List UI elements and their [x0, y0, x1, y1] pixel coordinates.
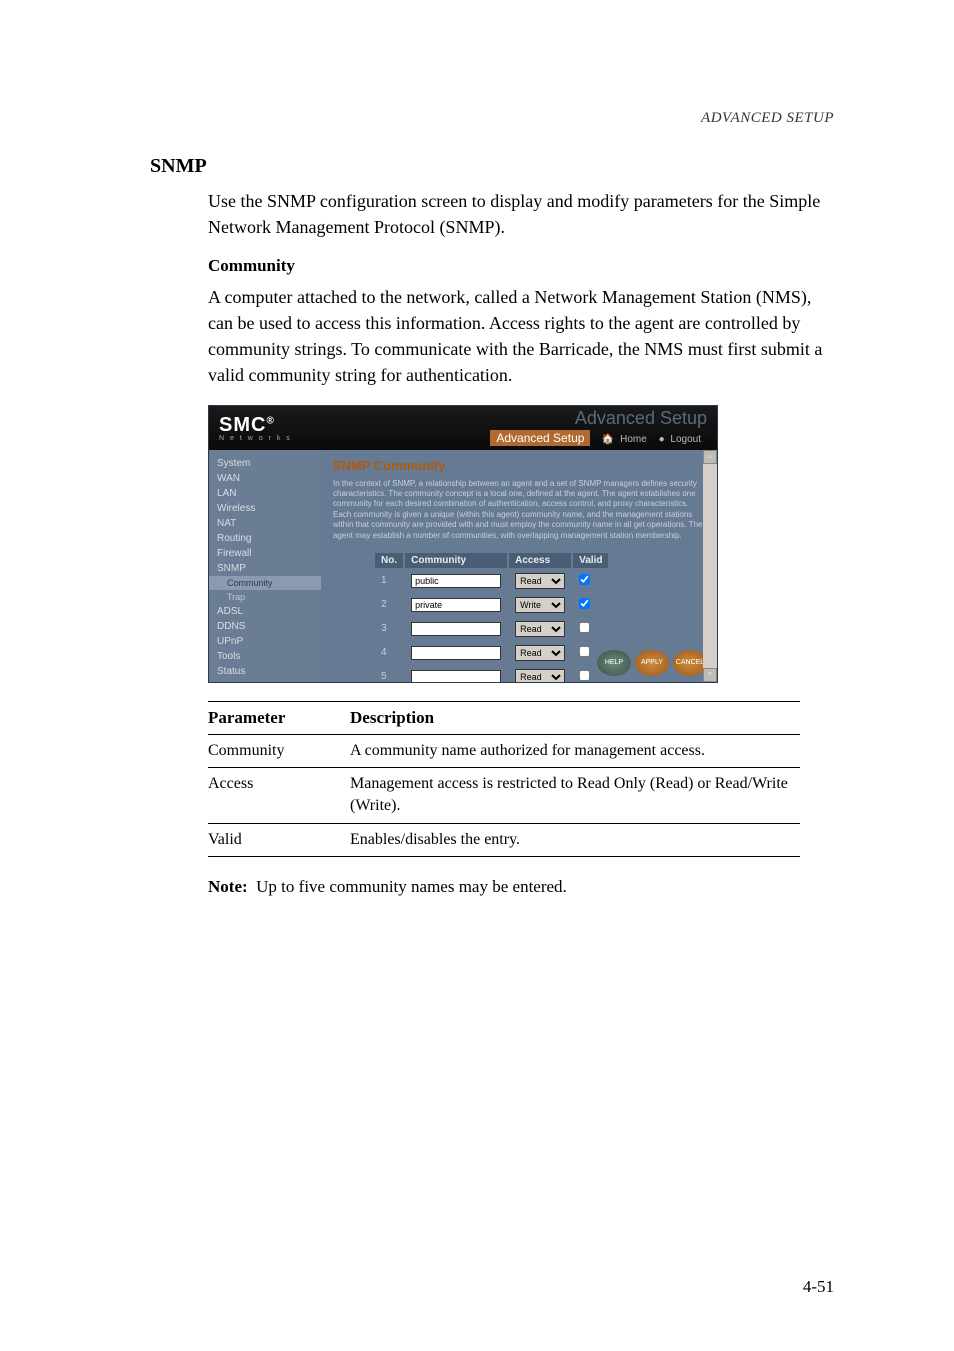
sidebar-item-routing[interactable]: Routing [209, 531, 321, 546]
page-header: ADVANCED SETUP [150, 110, 834, 127]
valid-checkbox-4[interactable] [579, 646, 590, 657]
community-input-1[interactable] [411, 574, 501, 588]
th-no: No. [375, 553, 403, 568]
valid-checkbox-5[interactable] [579, 670, 590, 681]
sidebar-item-lan[interactable]: LAN [209, 486, 321, 501]
table-row: 3 Read [375, 618, 608, 640]
logout-link[interactable]: ● Logout [659, 434, 704, 445]
sidebar-item-firewall[interactable]: Firewall [209, 546, 321, 561]
sidebar-item-status[interactable]: Status [209, 664, 321, 679]
content-title: SNMP Community [333, 458, 705, 473]
access-select-3[interactable]: Read [515, 621, 565, 637]
param-row: Valid Enables/disables the entry. [208, 823, 800, 856]
table-row: 2 Write [375, 594, 608, 616]
community-input-2[interactable] [411, 598, 501, 612]
scrollbar[interactable]: ▲ ▼ [703, 450, 717, 682]
help-button[interactable]: HELP [597, 650, 631, 676]
access-select-2[interactable]: Write [515, 597, 565, 613]
community-subheading: Community [208, 256, 834, 276]
content-panel: SNMP Community In the context of SNMP, a… [321, 450, 717, 682]
sidebar-sub-trap[interactable]: Trap [209, 590, 321, 604]
access-select-4[interactable]: Read [515, 645, 565, 661]
valid-checkbox-3[interactable] [579, 622, 590, 633]
sidebar-item-system[interactable]: System [209, 456, 321, 471]
sidebar-item-wan[interactable]: WAN [209, 471, 321, 486]
sidebar: System WAN LAN Wireless NAT Routing Fire… [209, 450, 321, 682]
cancel-button[interactable]: CANCEL [673, 650, 707, 676]
param-row: Community A community name authorized fo… [208, 734, 800, 767]
sidebar-item-nat[interactable]: NAT [209, 516, 321, 531]
screenshot-header: SMC® N e t w o r k s Advanced Setup Adva… [209, 406, 717, 450]
section-title: SNMP [150, 155, 834, 178]
snmp-description: In the context of SNMP, a relationship b… [333, 479, 705, 541]
param-header: Parameter [208, 701, 350, 734]
sidebar-item-adsl[interactable]: ADSL [209, 604, 321, 619]
access-select-1[interactable]: Read [515, 573, 565, 589]
desc-header: Description [350, 701, 800, 734]
advanced-setup-brand: Advanced Setup [490, 408, 707, 429]
home-link[interactable]: 🏠 Home [602, 434, 650, 445]
sidebar-item-wireless[interactable]: Wireless [209, 501, 321, 516]
table-row: 1 Read [375, 570, 608, 592]
param-row: Access Management access is restricted t… [208, 767, 800, 823]
page-number: 4-51 [803, 1277, 834, 1297]
apply-button[interactable]: APPLY [635, 650, 669, 676]
sidebar-sub-community[interactable]: Community [209, 576, 321, 590]
snmp-screenshot: SMC® N e t w o r k s Advanced Setup Adva… [208, 405, 718, 683]
th-access: Access [509, 553, 571, 568]
sidebar-item-snmp[interactable]: SNMP [209, 561, 321, 576]
parameter-table: Parameter Description Community A commun… [208, 701, 800, 858]
access-select-5[interactable]: Read [515, 669, 565, 683]
note: Note: Up to five community names may be … [208, 877, 834, 897]
community-paragraph: A computer attached to the network, call… [208, 284, 834, 388]
sidebar-item-ddns[interactable]: DDNS [209, 619, 321, 634]
table-row: 5 Read [375, 666, 608, 683]
logo-subtitle: N e t w o r k s [219, 435, 292, 442]
community-input-3[interactable] [411, 622, 501, 636]
th-valid: Valid [573, 553, 608, 568]
sidebar-item-upnp[interactable]: UPnP [209, 634, 321, 649]
scroll-up-button[interactable]: ▲ [703, 450, 717, 464]
smc-logo: SMC® [219, 414, 275, 436]
community-input-4[interactable] [411, 646, 501, 660]
intro-paragraph: Use the SNMP configuration screen to dis… [208, 188, 834, 240]
th-community: Community [405, 553, 507, 568]
sidebar-item-tools[interactable]: Tools [209, 649, 321, 664]
valid-checkbox-1[interactable] [579, 574, 590, 585]
subtitle-bar: Advanced Setup [490, 430, 590, 446]
community-table: No. Community Access Valid 1 Read 2 [373, 551, 610, 683]
table-row: 4 Read [375, 642, 608, 664]
community-input-5[interactable] [411, 670, 501, 683]
valid-checkbox-2[interactable] [579, 598, 590, 609]
scroll-down-button[interactable]: ▼ [703, 668, 717, 682]
